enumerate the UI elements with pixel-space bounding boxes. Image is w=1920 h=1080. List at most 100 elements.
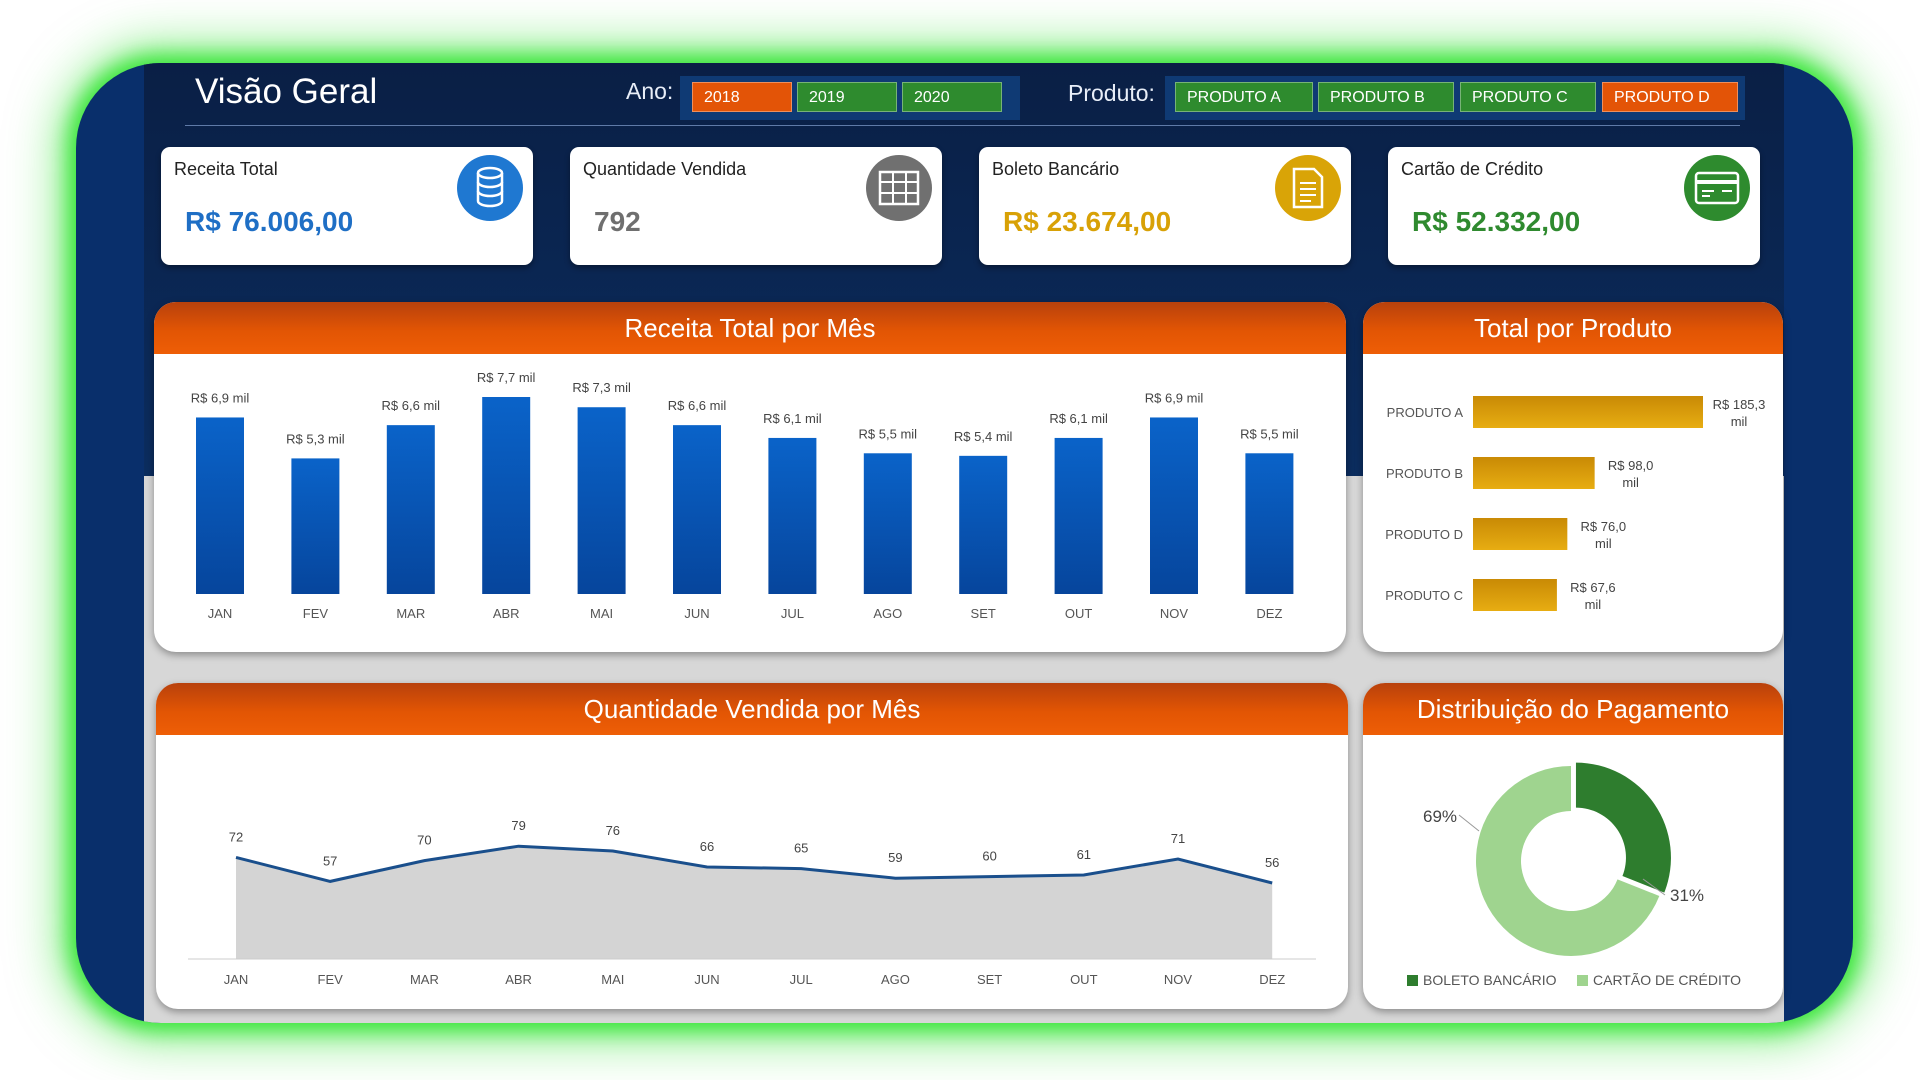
kpi-quantidade-vendida: Quantidade Vendida 792 xyxy=(570,147,942,265)
data-label-unit: mil xyxy=(1585,597,1602,612)
x-tick-label: FEV xyxy=(318,972,344,987)
data-label: 60 xyxy=(982,849,996,864)
ano-label: Ano: xyxy=(626,78,674,104)
database-icon xyxy=(457,155,523,221)
bar xyxy=(673,425,721,594)
year-button-2019[interactable]: 2019 xyxy=(797,82,897,112)
x-tick-label: ABR xyxy=(493,606,520,621)
kpi-receita-total: Receita Total R$ 76.006,00 xyxy=(161,147,533,265)
data-label: R$ 5,3 mil xyxy=(286,431,345,446)
data-label: 59 xyxy=(888,850,902,865)
year-button-2018[interactable]: 2018 xyxy=(692,82,792,112)
x-tick-label: MAR xyxy=(410,972,439,987)
data-label: 57 xyxy=(323,853,337,868)
data-label: R$ 98,0 xyxy=(1608,458,1654,473)
bar xyxy=(482,397,531,594)
kpi-boleto-bancario: Boleto Bancário R$ 23.674,00 xyxy=(979,147,1351,265)
x-tick-label: DEZ xyxy=(1259,972,1285,987)
product-button-d[interactable]: PRODUTO D xyxy=(1602,82,1738,112)
bar xyxy=(386,425,435,594)
credit-card-icon xyxy=(1684,155,1750,221)
x-tick-label: AGO xyxy=(873,606,902,621)
payment-donut-chart: 31% 69% BOLETO BANCÁRIO CARTÃO DE CRÉDITO xyxy=(1407,762,1741,988)
x-tick-label: JUL xyxy=(790,972,813,987)
product-bar-chart: PRODUTO A R$ 185,3 mil PRODUTO B R$ 98,0 mil P… xyxy=(1385,396,1766,612)
x-tick-label: JUL xyxy=(781,606,804,621)
data-label: R$ 5,4 mil xyxy=(954,429,1013,444)
data-label: R$ 5,5 mil xyxy=(859,426,918,441)
slice-label: 69% xyxy=(1423,807,1457,826)
x-tick-label: JAN xyxy=(224,972,249,987)
x-tick-label: OUT xyxy=(1065,606,1093,621)
x-tick-label: JAN xyxy=(208,606,233,621)
data-label: 79 xyxy=(511,818,525,833)
bar xyxy=(196,417,244,594)
kpi-label: Quantidade Vendida xyxy=(583,159,747,179)
total-by-product-card: Total por Produto PRODUTO A R$ 185,3 mil PR… xyxy=(1363,302,1783,652)
donut-slice xyxy=(1575,762,1671,893)
data-label: R$ 7,7 mil xyxy=(477,370,536,385)
data-label: R$ 6,6 mil xyxy=(668,398,727,413)
x-tick-label: SET xyxy=(971,606,996,621)
product-button-b[interactable]: PRODUTO B xyxy=(1318,82,1454,112)
legend-label: CARTÃO DE CRÉDITO xyxy=(1593,972,1741,988)
chart-title: Distribuição do Pagamento xyxy=(1363,683,1783,735)
legend-label: BOLETO BANCÁRIO xyxy=(1423,972,1557,988)
data-label: R$ 76,0 xyxy=(1581,519,1627,534)
data-label: R$ 6,1 mil xyxy=(1049,411,1108,426)
x-tick-label: NOV xyxy=(1160,606,1189,621)
bar xyxy=(768,437,817,594)
kpi-value: R$ 52.332,00 xyxy=(1412,206,1581,237)
bar xyxy=(1473,579,1557,611)
data-label: R$ 6,9 mil xyxy=(191,390,250,405)
year-button-2020[interactable]: 2020 xyxy=(902,82,1002,112)
kpi-value: R$ 23.674,00 xyxy=(1003,206,1172,237)
x-tick-label: ABR xyxy=(505,972,532,987)
bar xyxy=(1473,457,1595,489)
quantity-by-month-card: Quantidade Vendida por Mês 72 JAN 57 FEV 70 M… xyxy=(156,683,1348,1009)
data-label: 66 xyxy=(700,839,714,854)
chart-title: Total por Produto xyxy=(1363,302,1783,354)
x-tick-label: MAI xyxy=(590,606,613,621)
product-button-c[interactable]: PRODUTO C xyxy=(1460,82,1596,112)
slice-label: 31% xyxy=(1670,886,1704,905)
donut-slice xyxy=(1476,766,1660,956)
legend-swatch xyxy=(1577,975,1588,986)
data-label: 70 xyxy=(417,833,431,848)
data-label-unit: mil xyxy=(1622,475,1639,490)
data-label-unit: mil xyxy=(1731,414,1748,429)
data-label: R$ 5,5 mil xyxy=(1240,426,1299,441)
data-label: R$ 185,3 xyxy=(1713,397,1766,412)
bar xyxy=(577,407,626,594)
bar xyxy=(959,455,1008,594)
leader-line xyxy=(1458,814,1480,832)
produto-label: Produto: xyxy=(1068,80,1155,106)
x-tick-label: JUN xyxy=(684,606,709,621)
payment-distribution-card: Distribuição do Pagamento 31% 69% BOLETO B… xyxy=(1363,683,1783,1009)
bar xyxy=(1473,518,1568,550)
data-label: R$ 67,6 xyxy=(1570,580,1616,595)
y-tick-label: PRODUTO B xyxy=(1386,466,1463,481)
y-tick-label: PRODUTO A xyxy=(1387,405,1464,420)
bar xyxy=(1473,396,1703,428)
bar xyxy=(1150,417,1198,594)
header-divider xyxy=(185,125,1740,126)
revenue-bar-chart: R$ 6,9 mil JAN R$ 5,3 mil FEV R$ 6,6 mil MAR R… xyxy=(191,370,1299,621)
x-tick-label: MAR xyxy=(396,606,425,621)
document-icon xyxy=(1275,155,1341,221)
data-label: R$ 7,3 mil xyxy=(572,380,631,395)
bar xyxy=(291,458,340,594)
series-line xyxy=(235,844,1273,885)
area-fill xyxy=(236,846,1273,959)
data-label: 76 xyxy=(606,823,620,838)
data-label: 61 xyxy=(1077,847,1091,862)
x-tick-label: NOV xyxy=(1164,972,1193,987)
bar xyxy=(863,453,912,594)
bar xyxy=(1245,453,1294,594)
x-tick-label: JUN xyxy=(694,972,719,987)
leader-line xyxy=(1642,878,1666,896)
product-button-a[interactable]: PRODUTO A xyxy=(1175,82,1313,112)
x-tick-label: MAI xyxy=(601,972,624,987)
kpi-cartao-credito: Cartão de Crédito R$ 52.332,00 xyxy=(1388,147,1760,265)
data-label: 71 xyxy=(1171,831,1185,846)
